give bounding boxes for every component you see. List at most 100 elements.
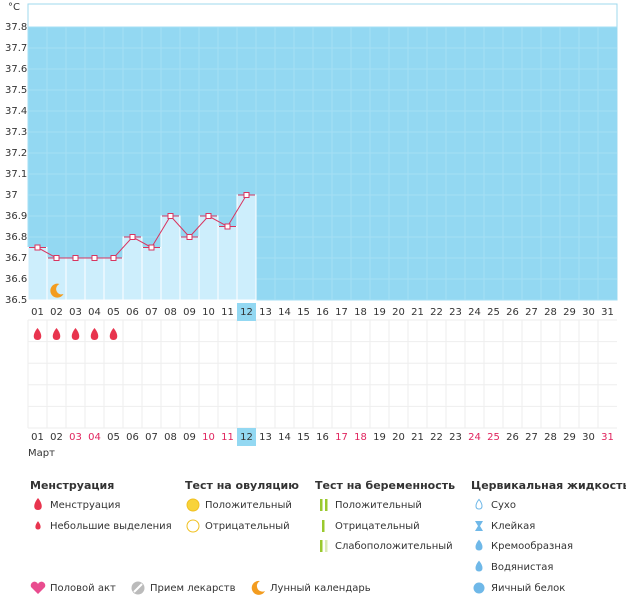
temp-point [224,223,231,230]
day-label: 26 [506,432,519,443]
legend-icon [473,582,485,594]
temp-point [186,234,193,240]
day-label: 07 [145,432,158,443]
day-label: 15 [297,307,310,318]
day-label: 17 [335,432,348,443]
temp-column [198,215,219,301]
temp-column [160,215,181,301]
legend-icon [133,583,143,593]
legend-icon [320,499,323,511]
legend-icon [325,540,328,552]
y-tick-label: 36.6 [5,274,27,285]
day-label: 18 [354,432,367,443]
day-label: 31 [601,307,614,318]
legend-icon [325,499,328,511]
y-tick-label: 37.7 [5,43,27,54]
day-label: 07 [145,307,158,318]
legend-icon [186,519,200,533]
y-tick-label: 37.4 [5,106,27,117]
temp-point [205,213,212,219]
legend-heading: Цервикальная жидкость [471,479,626,492]
y-tick-label: 37.2 [5,148,27,159]
day-label: 11 [221,432,234,443]
temp-point [72,255,79,261]
day-label: 16 [316,432,329,443]
temp-column [84,257,105,301]
day-label: 12 [240,432,253,443]
legend-icon [475,539,483,551]
day-label: 29 [563,307,576,318]
temp-point [243,192,250,198]
day-label: 02 [50,307,63,318]
legend-icon [30,581,46,594]
day-label: 03 [69,307,82,318]
day-label: 27 [525,432,538,443]
y-tick-label: 37.6 [5,64,27,75]
menstruation-drop [109,328,118,340]
day-label: 09 [183,307,196,318]
temp-column [27,247,48,301]
legend-heading: Тест на беременность [315,479,455,492]
legend-item: Положительный [335,500,422,511]
legend-icon [475,498,483,510]
y-tick-label: 36.9 [5,211,27,222]
y-tick-label: 37.3 [5,127,27,138]
day-label: 05 [107,307,120,318]
legend-item: Половой акт [50,583,116,594]
day-label: 23 [449,307,462,318]
legend-icon [322,520,325,532]
day-label: 24 [468,432,481,443]
menstruation-drop [90,328,99,340]
day-label: 13 [259,307,272,318]
temp-column [217,226,238,301]
temp-point [129,234,136,240]
day-label: 24 [468,307,481,318]
day-label: 02 [50,432,63,443]
temp-point [167,213,174,219]
day-label: 13 [259,432,272,443]
marks-area [28,320,617,428]
legend-icon [475,560,483,572]
legend-icon [186,498,200,512]
legend-icon [251,580,265,595]
day-label: 01 [31,307,44,318]
day-label: 30 [582,307,595,318]
day-label: 30 [582,432,595,443]
y-tick-label: 36.7 [5,253,27,264]
month-label: Март [28,448,55,459]
legend-icon [320,540,323,552]
menstruation-drop [52,328,61,340]
day-label: 10 [202,307,215,318]
day-label: 03 [69,432,82,443]
legend-item: Менструация [50,500,120,511]
day-label: 22 [430,307,443,318]
day-label: 06 [126,432,139,443]
legend-item: Отрицательный [335,521,420,532]
legend-heading: Менструация [30,479,114,492]
temp-point [148,244,155,251]
temp-column [122,236,143,301]
y-tick-label: 37.1 [5,169,27,180]
y-tick-label: 37.5 [5,85,27,96]
temp-point [34,244,41,251]
temp-column [141,247,162,301]
day-label: 25 [487,432,500,443]
day-label: 16 [316,307,329,318]
temp-column [236,194,257,301]
day-label: 05 [107,432,120,443]
legend-item: Отрицательный [205,521,290,532]
day-label: 18 [354,307,367,318]
day-label: 14 [278,307,291,318]
day-label: 20 [392,307,405,318]
legend-item: Лунный календарь [270,583,371,594]
day-label: 09 [183,432,196,443]
day-label: 01 [31,432,44,443]
day-label: 10 [202,432,215,443]
legend-item: Водянистая [491,562,553,573]
day-label: 04 [88,307,101,318]
y-tick-label: 36.8 [5,232,27,243]
legend-icon [35,521,41,530]
legend-icon [34,498,42,510]
temp-column [179,236,200,301]
day-label: 29 [563,432,576,443]
